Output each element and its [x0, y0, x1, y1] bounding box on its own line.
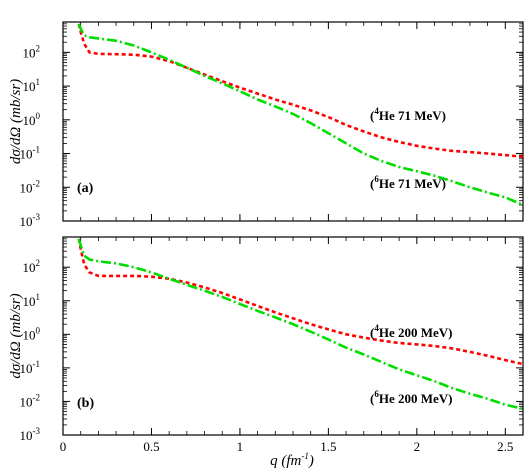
- series-line-4he: [77, 238, 523, 366]
- panel-a-label: (a): [77, 181, 94, 196]
- panel-b-label: (b): [77, 396, 94, 411]
- y-tick-base: 10: [23, 45, 36, 60]
- y-tick-label: 10-2: [20, 392, 41, 409]
- y-tick-base: 10: [23, 294, 36, 309]
- y-tick-base: 10: [23, 260, 36, 275]
- x-tick-label: 0.5: [143, 439, 159, 454]
- x-axis-title: q (fm-1): [270, 451, 314, 469]
- y-tick-base: 10: [23, 327, 36, 342]
- y-tick-base: 10: [23, 79, 36, 94]
- series-label-open: (: [370, 108, 374, 123]
- y-tick-label: 10-1: [20, 359, 41, 376]
- y-tick-label: 10-3: [20, 426, 41, 443]
- x-tick-label: 2.5: [497, 439, 513, 454]
- series-label-sup: 4: [374, 106, 379, 116]
- panel-b-series: [77, 238, 523, 411]
- y-tick-exp: 0: [36, 111, 41, 121]
- series-label-open: (: [370, 176, 374, 191]
- series-line-6he: [77, 23, 523, 207]
- panel-a-series-label-4he: (4He 71 MeV): [370, 106, 446, 123]
- series-label-open: (: [370, 391, 374, 406]
- x-tick-label: 0: [60, 439, 67, 454]
- y-tick-exp: -3: [33, 212, 41, 222]
- panel-a-series-label-6he: (6He 71 MeV): [370, 174, 446, 191]
- series-line-6he: [77, 238, 523, 411]
- y-tick-base: 10: [20, 214, 33, 229]
- y-tick-exp: -3: [33, 426, 41, 436]
- y-tick-exp: -2: [33, 178, 41, 188]
- y-tick-base: 10: [23, 113, 36, 128]
- panel-b-x-ticks: 0 0.5 1 1.5 2 2.5: [60, 237, 513, 454]
- y-tick-exp: 0: [36, 325, 41, 335]
- x-tick-label: 1.5: [320, 439, 336, 454]
- panel-b-y-axis-title: dσ/dΩ (mb/sr): [8, 293, 24, 378]
- panel-a-series: [77, 23, 523, 207]
- panel-b-series-label-4he: (4He 200 MeV): [370, 323, 452, 340]
- y-tick-base: 10: [20, 180, 33, 195]
- y-tick-base: 10: [20, 147, 33, 162]
- panel-a-y-axis-title: dσ/dΩ (mb/sr): [8, 79, 24, 164]
- y-tick-label: 100: [23, 325, 41, 342]
- y-tick-label: 10-1: [20, 145, 41, 162]
- series-label-rest: He 71 MeV): [379, 108, 446, 123]
- y-tick-exp: -2: [33, 392, 41, 402]
- y-tick-label: 10-2: [20, 178, 41, 195]
- y-tick-label: 101: [23, 292, 41, 309]
- x-axis-title-sup: -1: [301, 451, 309, 461]
- series-label-open: (: [370, 325, 374, 340]
- panel-b-series-label-6he: (6He 200 MeV): [370, 389, 452, 406]
- y-tick-exp: -1: [33, 145, 41, 155]
- y-tick-label: 102: [23, 43, 41, 60]
- y-tick-exp: 1: [36, 292, 41, 302]
- series-label-sup: 6: [374, 389, 379, 399]
- y-tick-label: 100: [23, 111, 41, 128]
- series-label-rest: He 200 MeV): [379, 325, 453, 340]
- series-label-rest: He 71 MeV): [379, 176, 446, 191]
- y-tick-exp: -1: [33, 359, 41, 369]
- x-axis-title-close: ): [308, 453, 314, 469]
- y-tick-exp: 1: [36, 77, 41, 87]
- panel-a-frame: [62, 21, 524, 222]
- y-tick-base: 10: [20, 394, 33, 409]
- series-label-sup: 6: [374, 174, 379, 184]
- series-line-4he: [77, 23, 523, 159]
- y-tick-base: 10: [20, 361, 33, 376]
- y-tick-base: 10: [20, 428, 33, 443]
- x-tick-label: 1: [237, 439, 244, 454]
- y-tick-label: 102: [23, 258, 41, 275]
- y-tick-exp: 2: [36, 43, 41, 53]
- series-label-rest: He 200 MeV): [379, 391, 453, 406]
- x-tick-label: 2: [414, 439, 421, 454]
- y-tick-label: 101: [23, 77, 41, 94]
- x-axis-title-main: q (fm: [270, 453, 301, 469]
- series-label-sup: 4: [374, 323, 379, 333]
- y-tick-exp: 2: [36, 258, 41, 268]
- y-tick-label: 10-3: [20, 212, 41, 229]
